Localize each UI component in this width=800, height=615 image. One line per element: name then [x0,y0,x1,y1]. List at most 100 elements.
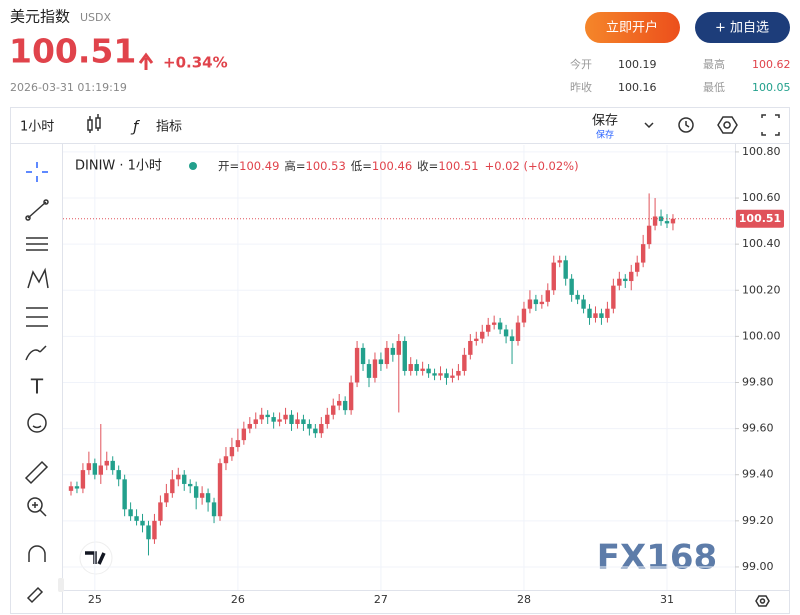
candle-body [402,340,407,371]
candle-body [640,244,646,263]
code: USDX [80,11,112,24]
x-tick-label: 28 [517,593,531,606]
candle-body [658,216,664,222]
candle-body [354,347,360,383]
stat-value: 100.16 [618,81,657,94]
candle-body [342,400,348,411]
candle-body [289,414,294,424]
candle-body [551,262,556,291]
y-tick-label: 99.60 [742,422,774,435]
candle-body [170,479,175,494]
candle-body [128,509,133,517]
y-tick-label: 99.00 [742,560,774,573]
stat-value: 100.05 [752,81,791,94]
indicators[interactable]: 指标 [156,120,182,135]
x-tick-label: 31 [660,593,674,606]
candle-body [635,262,640,272]
open-account-button[interactable] [585,12,680,43]
y-tick-label: 100.00 [742,329,781,342]
candle-body [384,347,390,365]
save-sub: 保存 [596,129,614,141]
stat-label: 最低 [703,81,725,94]
candle-body [372,359,378,378]
candle-body [134,516,139,521]
candle-body [259,414,264,420]
candle-body [462,354,467,371]
candle-body [480,331,485,339]
status-dot [189,162,197,170]
scroll-handle[interactable] [58,578,64,592]
candle-body [438,373,443,376]
candle-body [271,417,276,422]
candle-body [158,502,163,521]
candle-body [199,493,205,498]
candle-body [331,405,336,415]
y-tick-label: 99.20 [742,514,774,527]
candle-body [491,322,497,325]
candle-body [509,336,515,341]
candle-body [86,463,92,471]
candle-body [152,520,157,540]
candle-body [223,456,229,464]
candle-body [575,294,580,300]
candle-body [670,218,676,224]
y-tick-label: 99.40 [742,468,774,481]
candle-body [140,520,145,526]
candle-body [545,290,550,302]
candle-body [98,465,103,475]
candle-body [450,375,455,378]
y-tick-label: 100.40 [742,237,781,250]
x-tick-label: 27 [374,593,388,606]
candle-body [182,474,187,484]
candle-body [247,423,252,429]
candle-body [146,525,151,540]
up-arrow [138,52,154,70]
candle-body [587,308,592,318]
fx-icon[interactable]: ƒ [130,118,140,136]
candle-body [241,428,247,441]
stat-label: 今开 [570,57,592,71]
fullscreen-icon[interactable] [761,114,780,136]
candle-body [563,260,568,279]
candle-body [193,486,199,498]
settings-icon[interactable] [717,116,738,134]
settings-icon[interactable] [755,595,770,607]
tv-logo [79,541,113,575]
button-label: 立即开户 [606,20,658,36]
drawing-tools[interactable]: T [24,162,49,604]
last-price-label: 100.51 [739,212,781,225]
candle-body [486,324,491,332]
candle-body [569,278,574,295]
candle-body [211,502,217,517]
last-price-tag [736,209,784,228]
change: +0.34% [163,54,228,72]
chart-frame [10,107,790,614]
dropdown-icon[interactable] [644,122,654,129]
candle-body [617,278,622,286]
candle-body [456,370,461,376]
candle-body [110,460,115,471]
interval[interactable]: 1小时 [20,120,54,135]
save[interactable]: 保存 [592,114,618,129]
candle-body [235,440,241,448]
candle-body [265,414,270,418]
watchlist-button[interactable] [695,12,790,43]
candle-body [444,373,449,378]
candle-body [104,460,109,466]
watermark: FX168 [597,538,717,578]
legend-symbol: DINIW · 1小时 [75,159,162,174]
candle-body [122,479,127,510]
candle-body [390,347,396,355]
alert-icon[interactable] [678,117,694,133]
svg-text:T: T [30,375,44,399]
candle-body [557,260,562,263]
candle-body [295,419,300,424]
candle-body [337,400,342,406]
x-tick-label: 26 [231,593,245,606]
candle-body [474,338,479,341]
candle-body [605,308,610,318]
candle-type-icon[interactable] [87,114,101,133]
candle-body [116,470,121,480]
candle-body [277,419,282,422]
